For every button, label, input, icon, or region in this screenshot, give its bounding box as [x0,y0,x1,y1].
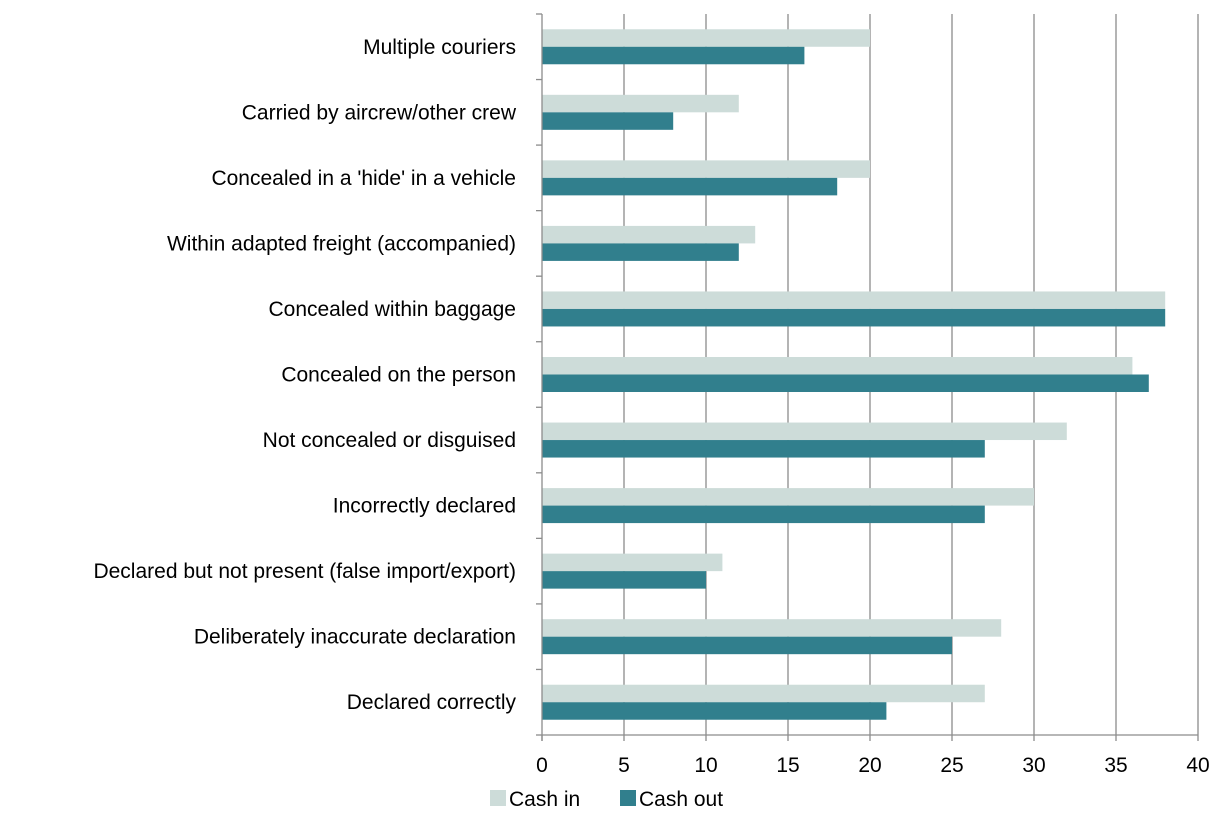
x-tick-label-40: 40 [1186,754,1209,777]
x-tick-label-15: 15 [776,754,799,777]
legend-swatch-cash-out [620,790,636,806]
category-label-not-concealed-or-disguised: Not concealed or disguised [263,429,516,452]
bar-cash-in-declared-correctly [542,684,985,703]
bars [542,29,1166,720]
bar-cash-in-within-adapted-freight-accompanied [542,225,756,244]
category-label-carried-by-aircrew-other-crew: Carried by aircrew/other crew [242,101,517,124]
bar-cash-out-concealed-in-a-hide-in-a-vehicle [542,177,838,196]
axes [536,13,1199,741]
bar-cash-out-deliberately-inaccurate-declaration [542,636,952,655]
category-label-incorrectly-declared: Incorrectly declared [333,495,516,518]
category-label-within-adapted-freight-accompanied: Within adapted freight (accompanied) [167,232,516,255]
legend-label-cash-out: Cash out [639,788,723,811]
bar-cash-in-multiple-couriers [542,29,870,47]
bar-cash-out-declared-but-not-present-false-import-export [542,571,706,589]
bar-cash-out-incorrectly-declared [542,505,985,524]
bar-cash-out-not-concealed-or-disguised [542,440,985,458]
bar-cash-in-not-concealed-or-disguised [542,422,1067,441]
x-tick-label-20: 20 [858,754,881,777]
category-label-concealed-within-baggage: Concealed within baggage [268,298,516,321]
bar-cash-out-within-adapted-freight-accompanied [542,243,739,261]
category-label-concealed-on-the-person: Concealed on the person [281,364,516,387]
bar-cash-out-multiple-couriers [542,46,805,65]
category-label-multiple-couriers: Multiple couriers [363,36,516,59]
legend-swatch-cash-in [490,790,506,806]
legend-label-cash-in: Cash in [509,788,580,811]
bar-cash-in-concealed-in-a-hide-in-a-vehicle [542,160,870,178]
bar-cash-out-concealed-within-baggage [542,308,1166,327]
bar-cash-out-declared-correctly [542,702,887,720]
bar-cash-in-concealed-on-the-person [542,357,1133,375]
x-tick-label-35: 35 [1104,754,1127,777]
x-tick-label-25: 25 [940,754,963,777]
x-tick-labels: 0 5 10 15 20 25 30 35 40 [536,754,1210,777]
x-tick-label-10: 10 [694,754,717,777]
x-tick-label-5: 5 [618,754,630,777]
bar-cash-in-incorrectly-declared [542,488,1034,506]
bar-cash-in-concealed-within-baggage [542,291,1166,309]
bar-cash-in-declared-but-not-present-false-import-export [542,553,723,572]
x-tick-label-30: 30 [1022,754,1045,777]
bar-cash-out-concealed-on-the-person [542,374,1149,392]
bar-cash-in-carried-by-aircrew-other-crew [542,94,739,113]
bar-cash-in-deliberately-inaccurate-declaration [542,619,1002,637]
category-labels: Multiple couriers Carried by aircrew/othe… [93,36,516,714]
bar-cash-out-carried-by-aircrew-other-crew [542,112,674,130]
x-tick-label-0: 0 [536,754,548,777]
category-label-deliberately-inaccurate-declaration: Deliberately inaccurate declaration [194,626,516,649]
category-label-declared-correctly: Declared correctly [347,691,517,714]
category-label-declared-but-not-present-false-import-export: Declared but not present (false import/e… [93,560,516,583]
category-label-concealed-in-a-hide-in-a-vehicle: Concealed in a 'hide' in a vehicle [211,167,516,190]
legend: Cash in Cash out [490,788,723,811]
